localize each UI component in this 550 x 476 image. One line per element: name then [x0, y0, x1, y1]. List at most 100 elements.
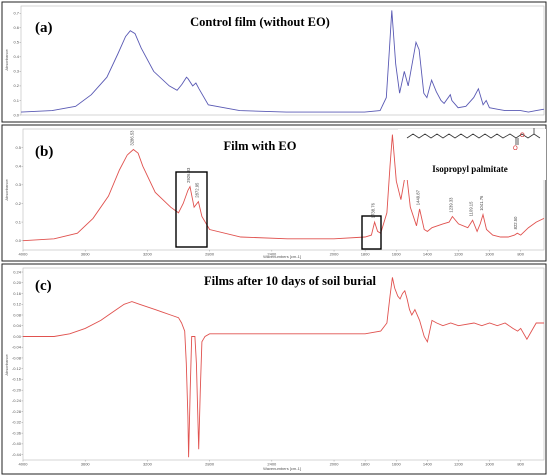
panel-c-x-tick-label: 1800 [361, 462, 371, 467]
panel-b-plot-frame [22, 128, 545, 251]
panel-a-spectrum-line [20, 10, 545, 113]
panel-a-letter: (a) [35, 20, 53, 36]
panel-c-x-tick-label: 1000 [485, 462, 495, 467]
panel-c-y-tick-label: 0.08 [13, 312, 22, 317]
panel-c-x-tick-label: 2400 [267, 462, 277, 467]
panel-c: 0.24 0.20 0.16 0.12 0.08 0.04 0.00 -0.04 -0.08 -0… [1, 263, 547, 475]
panel-c-x-tick-label: 3600 [81, 462, 91, 467]
panel-b-x-tick-label: 3200 [143, 252, 153, 257]
panel-a-y-tick-label: 0.7 [13, 11, 19, 16]
panel-b-x-tick-label: 2800 [205, 252, 215, 257]
panel-c-y-tick-label: -0.28 [12, 409, 22, 414]
panel-c-y-axis-label: Absorbance [4, 354, 9, 376]
panel-c-x-tick-label: 1400 [423, 462, 433, 467]
panel-c-y-tick-label: 0.12 [13, 302, 22, 307]
panel-b-y-tick-label: 0.1 [15, 219, 21, 224]
panel-c-y-tick-label: 0.24 [13, 269, 22, 274]
panel-c-x-ticks: 4000 3600 3200 2800 2400 2000 1800 1600 1400 1200… [19, 460, 525, 467]
panel-c-y-tick-label: -0.40 [12, 441, 22, 446]
panel-c-x-tick-label: 800 [517, 462, 524, 467]
panel-b-x-tick-label: 4000 [19, 252, 29, 257]
carbonyl-highlight-box [361, 215, 382, 250]
panel-c-y-tick-label: -0.16 [12, 377, 22, 382]
panel-b-y-tick-label: 0.3 [15, 182, 21, 187]
panel-a-y-tick-label: 0.5 [13, 40, 19, 45]
panel-b-x-tick-label: 2000 [330, 252, 340, 257]
panel-b-x-tick-label: 1400 [423, 252, 433, 257]
peak-label: 1738.76 [371, 202, 376, 218]
panel-b-title: Film with EO [224, 139, 297, 153]
panel-a-y-tick-label: 0.4 [13, 54, 19, 59]
panel-c-y-tick-label: -0.20 [12, 387, 22, 392]
panel-b-spectrum-line [22, 134, 545, 242]
peak-label: 2926.33 [186, 167, 191, 183]
panel-c-x-tick-label: 3200 [143, 462, 153, 467]
panel-b-letter: (b) [35, 144, 53, 160]
panel-c-y-tick-label: -0.04 [12, 345, 22, 350]
isopropyl-palmitate-structure: O O Isopropyl palmitate [398, 128, 546, 180]
panel-b-x-tick-label: 1200 [454, 252, 464, 257]
panel-b-x-axis-label: Wavenumbers [cm-1] [263, 254, 301, 259]
panel-c-plot-frame [22, 267, 545, 461]
panel-a-y-tick-label: 0.2 [13, 83, 19, 88]
panel-b-x-tick-label: 2400 [267, 252, 277, 257]
panel-b-y-tick-label: 0.0 [15, 238, 21, 243]
ester-oxygen-atom: O [520, 133, 525, 139]
panel-b-y-tick-label: 0.4 [15, 164, 21, 169]
panel-a-plot-frame [20, 5, 545, 116]
panel-c-y-tick-label: -0.24 [12, 398, 22, 403]
panel-c-y-tick-label: -0.08 [12, 355, 22, 360]
carbonyl-oxygen-atom: O [513, 146, 518, 152]
ch-stretch-highlight-box [175, 171, 208, 248]
panel-c-y-tick-label: -0.12 [12, 366, 22, 371]
panel-c-x-tick-label: 4000 [19, 462, 29, 467]
panel-b-y-tick-label: 0.2 [15, 201, 21, 206]
peak-label: 2872.95 [194, 182, 199, 198]
peak-label: 1239.33 [448, 197, 453, 213]
panel-c-x-tick-label: 2000 [330, 462, 340, 467]
panel-b: 0.0 0.1 0.2 0.3 0.4 0.5 4000 3600 3200 2800 2400 2… [1, 124, 547, 262]
panel-c-x-tick-label: 2800 [205, 462, 215, 467]
panel-a-y-ticks: 0.0 0.1 0.2 0.3 0.4 0.5 0.6 0.7 [13, 11, 21, 117]
panel-a-y-tick-label: 0.0 [13, 112, 19, 117]
panel-c-letter: (c) [35, 278, 52, 294]
panel-c-frame [1, 263, 547, 475]
panel-a-y-tick-label: 0.1 [13, 98, 19, 103]
alkyl-chain-bonds [406, 133, 541, 139]
panel-a-frame [1, 1, 547, 123]
peak-label: 1109.15 [469, 201, 474, 216]
panel-b-y-tick-label: 0.5 [15, 145, 21, 150]
panel-c-y-tick-label: -0.36 [12, 430, 22, 435]
panel-b-x-tick-label: 1600 [392, 252, 402, 257]
panel-c-x-tick-label: 1200 [454, 462, 464, 467]
panel-c-y-tick-label: -0.32 [12, 420, 22, 425]
panel-a: 0.00.10.20.30.40.50.60.7 Absorbance (a) … [1, 1, 547, 123]
panel-b-x-tick-label: 800 [517, 252, 524, 257]
panel-c-spectrum-line [23, 277, 544, 458]
panel-c-x-tick-label: 1600 [392, 462, 402, 467]
panel-c-y-tick-label: 0.20 [13, 280, 22, 285]
panel-c-y-ticks: 0.24 0.20 0.16 0.12 0.08 0.04 0.00 -0.04 -0.08 -0… [12, 269, 23, 457]
panel-c-y-tick-label: 0.00 [13, 334, 22, 339]
panel-b-x-ticks: 4000 3600 3200 2800 2400 2000 1800 1600 1400 1200… [19, 250, 525, 257]
panel-a-y-tick-label: 0.3 [13, 69, 19, 74]
panel-b-y-axis-label: Absorbance [4, 179, 9, 201]
peak-label: 1041.76 [479, 195, 484, 211]
panel-b-x-tick-label: 3600 [81, 252, 91, 257]
panel-b-x-tick-label: 1800 [361, 252, 371, 257]
panel-c-y-tick-label: 0.16 [13, 291, 22, 296]
panel-c-y-tick-label: -0.44 [12, 452, 22, 457]
peak-label: 822.50 [513, 216, 518, 229]
panel-a-y-tick-label: 0.6 [13, 25, 19, 30]
peak-label: 1449.87 [416, 189, 421, 205]
panel-b-y-ticks: 0.0 0.1 0.2 0.3 0.4 0.5 [15, 145, 23, 243]
panel-a-y-axis-label: Absorbance [4, 49, 9, 71]
compound-name: Isopropyl palmitate [432, 164, 508, 174]
panel-c-title: Films after 10 days of soil burial [204, 274, 377, 288]
structure-inset-background [398, 129, 546, 180]
peak-label: 3286.53 [129, 130, 134, 146]
panel-b-x-tick-label: 1000 [485, 252, 495, 257]
panel-c-x-axis-label: Wavenumbers [cm-1] [263, 466, 301, 471]
panel-a-title: Control film (without EO) [190, 15, 330, 29]
